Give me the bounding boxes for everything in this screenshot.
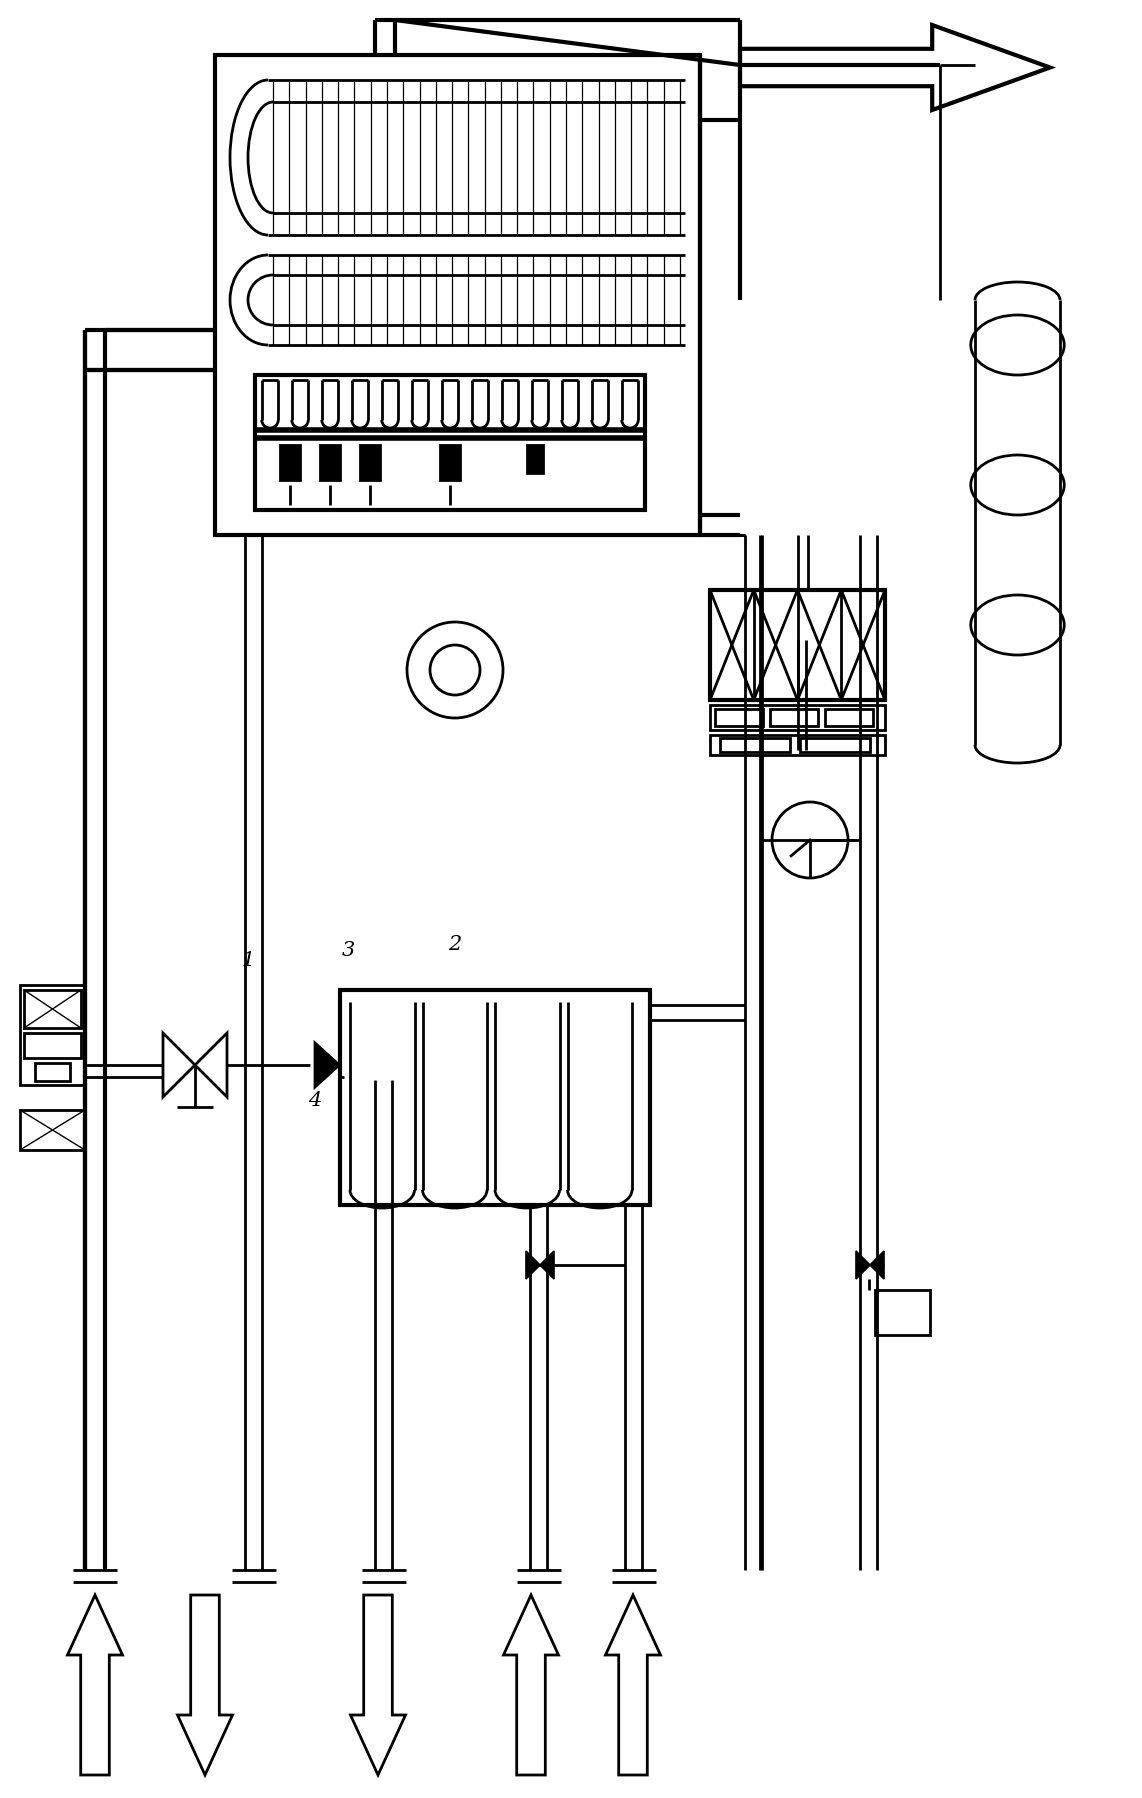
Bar <box>715 708 763 726</box>
Bar <box>825 708 872 726</box>
Bar <box>280 444 300 480</box>
Bar <box>35 1063 70 1081</box>
Bar <box>710 590 885 699</box>
Bar <box>215 56 700 536</box>
Text: 1: 1 <box>241 951 255 969</box>
Polygon shape <box>315 1043 339 1088</box>
Polygon shape <box>870 1251 884 1278</box>
Bar <box>360 444 380 480</box>
Bar <box>24 991 81 1028</box>
Bar <box>526 444 542 473</box>
Text: 4: 4 <box>308 1091 322 1109</box>
Bar <box>710 735 885 755</box>
Text: 2: 2 <box>449 935 461 955</box>
Bar <box>770 708 818 726</box>
Bar <box>875 1289 930 1334</box>
Polygon shape <box>856 1251 870 1278</box>
Bar <box>719 737 790 752</box>
Bar <box>440 444 460 480</box>
Bar <box>801 737 870 752</box>
Text: 3: 3 <box>341 940 355 960</box>
Polygon shape <box>526 1251 540 1278</box>
Bar <box>24 1034 81 1057</box>
Bar <box>340 991 650 1205</box>
Bar <box>21 985 85 1084</box>
Bar <box>710 705 885 730</box>
Bar <box>255 376 645 511</box>
Polygon shape <box>540 1251 554 1278</box>
Bar <box>21 1109 85 1151</box>
Bar <box>320 444 340 480</box>
